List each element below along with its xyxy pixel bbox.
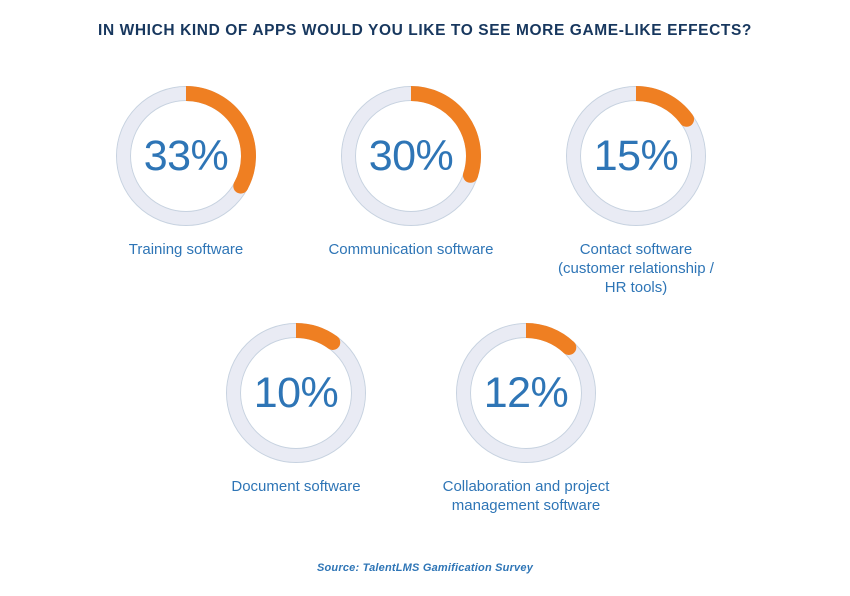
donut-arc-end-cap <box>233 178 249 194</box>
donut-row-top: 33% Training software 30% Communication … <box>0 86 836 297</box>
donut-label-contact: Contact software (customer relationship … <box>558 241 714 296</box>
donut-arc-end-cap <box>325 334 341 350</box>
donut-arc-end-cap <box>462 167 478 183</box>
donut-outer-hairline <box>226 323 366 463</box>
donut-label-training: Training software <box>128 241 244 258</box>
donut-outer-hairline <box>456 323 596 463</box>
donut-svg-document <box>226 323 366 463</box>
donut-card-document: 10% Document software <box>196 323 396 496</box>
donut-track-ring <box>227 324 365 462</box>
donut-inner-hairline <box>240 337 352 449</box>
donut-chart-training: 33% <box>116 86 256 226</box>
donut-card-communication: 30% Communication software <box>311 86 511 259</box>
donut-svg-contact <box>566 86 706 226</box>
chart-title: IN WHICH KIND OF APPS WOULD YOU LIKE TO … <box>98 22 752 39</box>
donut-arc <box>410 86 481 178</box>
donut-chart-collaboration: 12% <box>456 323 596 463</box>
donut-row-bottom: 10% Document software 12% Collaboration … <box>0 323 836 515</box>
donut-chart-contact: 15% <box>566 86 706 226</box>
donut-card-contact: 15% Contact software (customer relations… <box>536 86 736 297</box>
donut-rows: 33% Training software 30% Communication … <box>0 86 836 515</box>
donut-inner-hairline <box>130 100 242 212</box>
donut-label-collaboration: Collaboration and project management sof… <box>442 478 610 514</box>
donut-inner-hairline <box>355 100 467 212</box>
chart-source-credit: Source: TalentLMS Gamification Survey <box>316 562 534 574</box>
donut-card-collaboration: 12% Collaboration and project management… <box>426 323 626 515</box>
donut-arc-end-cap <box>561 339 577 355</box>
donut-chart-document: 10% <box>226 323 366 463</box>
donut-svg-collaboration <box>456 323 596 463</box>
donut-label-document: Document software <box>231 478 361 495</box>
donut-arc-end-cap <box>679 111 695 127</box>
donut-inner-hairline <box>470 337 582 449</box>
donut-card-training: 33% Training software <box>86 86 286 259</box>
donut-arc <box>635 86 693 124</box>
donut-chart-communication: 30% <box>341 86 481 226</box>
donut-label-communication: Communication software <box>328 241 494 258</box>
donut-svg-communication <box>341 86 481 226</box>
donut-outer-hairline <box>566 86 706 226</box>
donut-arc <box>185 86 256 190</box>
donut-inner-hairline <box>580 100 692 212</box>
donut-svg-training <box>116 86 256 226</box>
